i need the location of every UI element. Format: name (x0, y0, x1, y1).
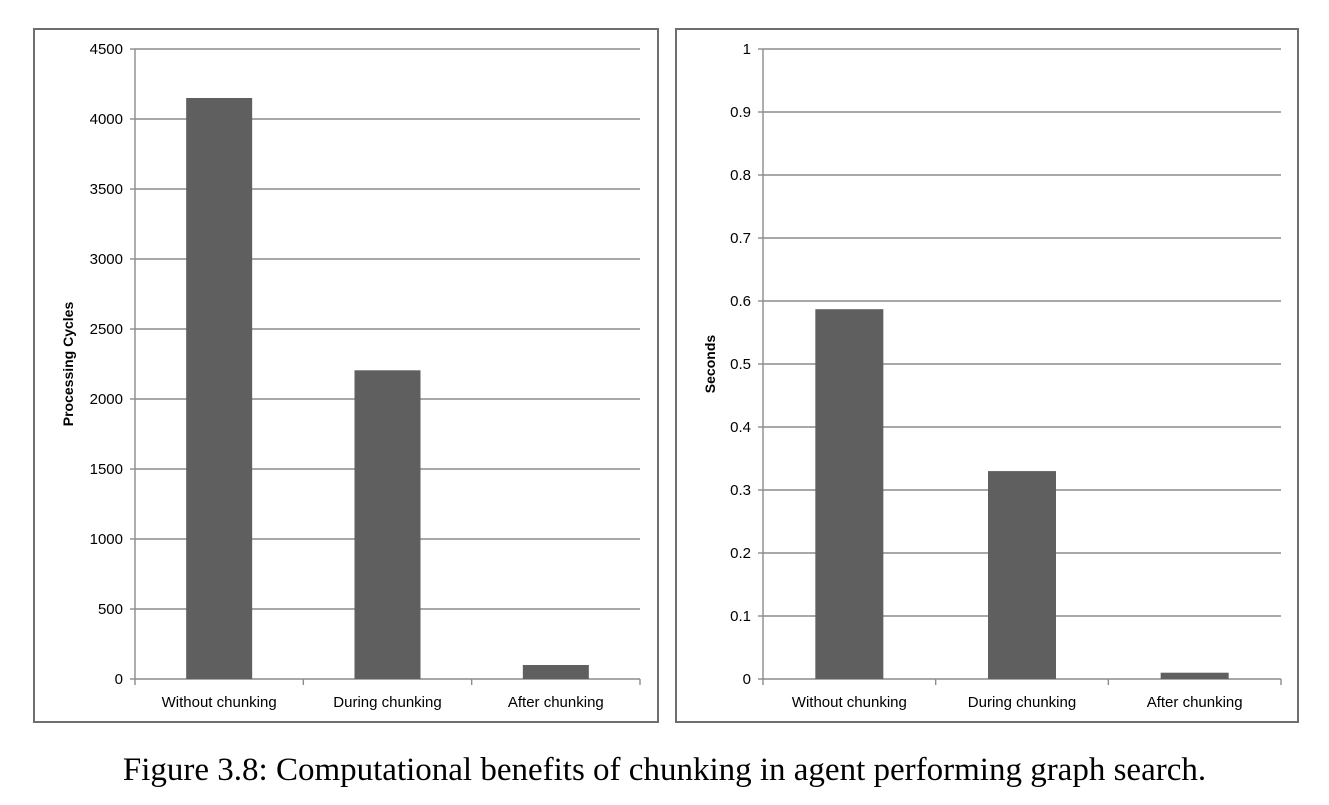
bar-during-chunking (354, 370, 421, 679)
y-tick-label: 0.5 (730, 356, 751, 373)
bar-during-chunking (988, 471, 1056, 679)
x-category-label: Without chunking (162, 694, 277, 711)
y-axis-title: Seconds (702, 335, 718, 394)
y-tick-label: 4500 (90, 41, 123, 58)
y-tick-label: 0.3 (730, 482, 751, 499)
y-tick-label: 3500 (90, 181, 123, 198)
y-tick-label: 1500 (90, 461, 123, 478)
x-category-label: Without chunking (792, 694, 907, 711)
y-tick-label: 1 (743, 41, 751, 58)
x-category-label: During chunking (968, 694, 1076, 711)
x-category-label: After chunking (508, 694, 604, 711)
bar-without-chunking (815, 309, 884, 679)
y-tick-label: 0.8 (730, 167, 751, 184)
y-tick-label: 3000 (90, 251, 123, 268)
y-tick-label: 500 (98, 601, 123, 618)
bar-after-chunking (522, 665, 589, 679)
y-tick-label: 2000 (90, 391, 123, 408)
y-tick-label: 0 (743, 671, 751, 688)
bar-without-chunking (186, 98, 253, 679)
processing-cycles-chart: 0 500 1000 1500 2000 2500 3000 3500 4000 4500 With… (60, 41, 641, 711)
y-tick-label: 0.9 (730, 104, 751, 121)
x-category-label: After chunking (1147, 694, 1243, 711)
chart-panel-processing-cycles: 0 500 1000 1500 2000 2500 3000 3500 4000 4500 With… (33, 28, 659, 723)
y-tick-label: 0.4 (730, 419, 751, 436)
chart-panel-seconds: 0 0.1 0.2 0.3 0.4 0.5 0.6 0.7 0.8 0.9 1 Without chu… (675, 28, 1299, 723)
x-category-label: During chunking (333, 694, 441, 711)
y-tick-label: 0.6 (730, 293, 751, 310)
y-tick-label: 4000 (90, 111, 123, 128)
y-tick-label: 0.2 (730, 545, 751, 562)
figure-caption: Figure 3.8: Computational benefits of ch… (122, 752, 1207, 788)
y-tick-label: 1000 (90, 531, 123, 548)
y-tick-label: 0.7 (730, 230, 751, 247)
y-tick-label: 2500 (90, 321, 123, 338)
seconds-chart: 0 0.1 0.2 0.3 0.4 0.5 0.6 0.7 0.8 0.9 1 Without chu… (702, 41, 1282, 711)
y-tick-label: 0.1 (730, 608, 751, 625)
y-tick-label: 0 (115, 671, 123, 688)
bar-after-chunking (1160, 672, 1229, 679)
y-axis-title: Processing Cycles (60, 302, 76, 427)
